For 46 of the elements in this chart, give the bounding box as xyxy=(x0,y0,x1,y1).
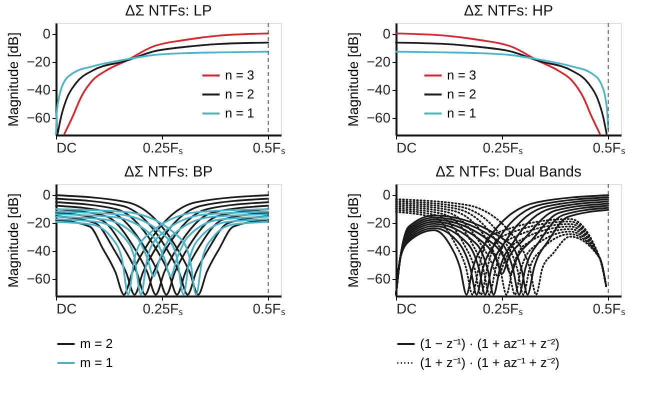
y-tick-label: −60 xyxy=(26,270,51,287)
legend-label: n = 2 xyxy=(225,86,254,102)
x-tick-label: 0.25Fₛ xyxy=(142,300,183,316)
x-tick-label: 0.5Fₛ xyxy=(252,140,285,156)
x-tick-label: DC xyxy=(396,300,417,316)
y-axis-title: Magnitude [dB] xyxy=(4,32,21,127)
legend-label: (1 + z⁻¹) · (1 + az⁻¹ + z⁻²) xyxy=(420,355,560,370)
x-tick-label: 0.5Fₛ xyxy=(252,300,285,316)
x-tick-label: 0.5Fₛ xyxy=(592,300,625,316)
legend-label: n = 1 xyxy=(225,106,254,121)
y-tick-label: −40 xyxy=(366,242,391,259)
y-tick-label: −20 xyxy=(366,54,391,70)
chart-title: ΔΣ NTFs: HP xyxy=(464,2,554,20)
chart-title: ΔΣ NTFs: BP xyxy=(124,164,213,180)
chart-title: ΔΣ NTFs: LP xyxy=(125,2,212,20)
x-tick-label: DC xyxy=(396,140,417,156)
y-axis-title: Magnitude [dB] xyxy=(344,32,361,127)
y-axis-title: Magnitude [dB] xyxy=(344,193,361,288)
x-tick-label: DC xyxy=(56,140,77,156)
y-tick-label: −20 xyxy=(366,214,391,231)
y-tick-label: −40 xyxy=(26,82,51,98)
y-tick-label: −40 xyxy=(26,242,51,259)
y-tick-label: −60 xyxy=(366,110,391,126)
legend-label: n = 2 xyxy=(447,86,476,102)
x-tick-label: DC xyxy=(56,300,77,316)
y-tick-label: −20 xyxy=(26,214,51,231)
x-tick-label: 0.25Fₛ xyxy=(142,140,183,156)
y-tick-label: −20 xyxy=(26,54,51,70)
x-tick-label: 0.25Fₛ xyxy=(482,140,523,156)
y-axis-title: Magnitude [dB] xyxy=(4,193,21,288)
legend-label: n = 3 xyxy=(225,68,254,83)
y-tick-label: −60 xyxy=(366,270,391,287)
legend-label: (1 − z⁻¹) · (1 + az⁻¹ + z⁻²) xyxy=(420,336,560,351)
legend-label: m = 2 xyxy=(80,336,113,351)
y-tick-label: 0 xyxy=(382,26,391,42)
legend-label: n = 3 xyxy=(447,68,476,83)
legend-label: m = 1 xyxy=(80,355,113,370)
chart-title: ΔΣ NTFs: Dual Bands xyxy=(435,164,582,180)
x-tick-label: 0.25Fₛ xyxy=(482,300,523,316)
x-tick-label: 0.5Fₛ xyxy=(592,140,625,156)
y-tick-label: 0 xyxy=(382,186,391,203)
y-tick-label: −60 xyxy=(26,110,51,126)
y-tick-label: 0 xyxy=(42,26,51,42)
legend-label: n = 1 xyxy=(447,106,476,121)
y-tick-label: −40 xyxy=(366,82,391,98)
y-tick-label: 0 xyxy=(42,186,51,203)
